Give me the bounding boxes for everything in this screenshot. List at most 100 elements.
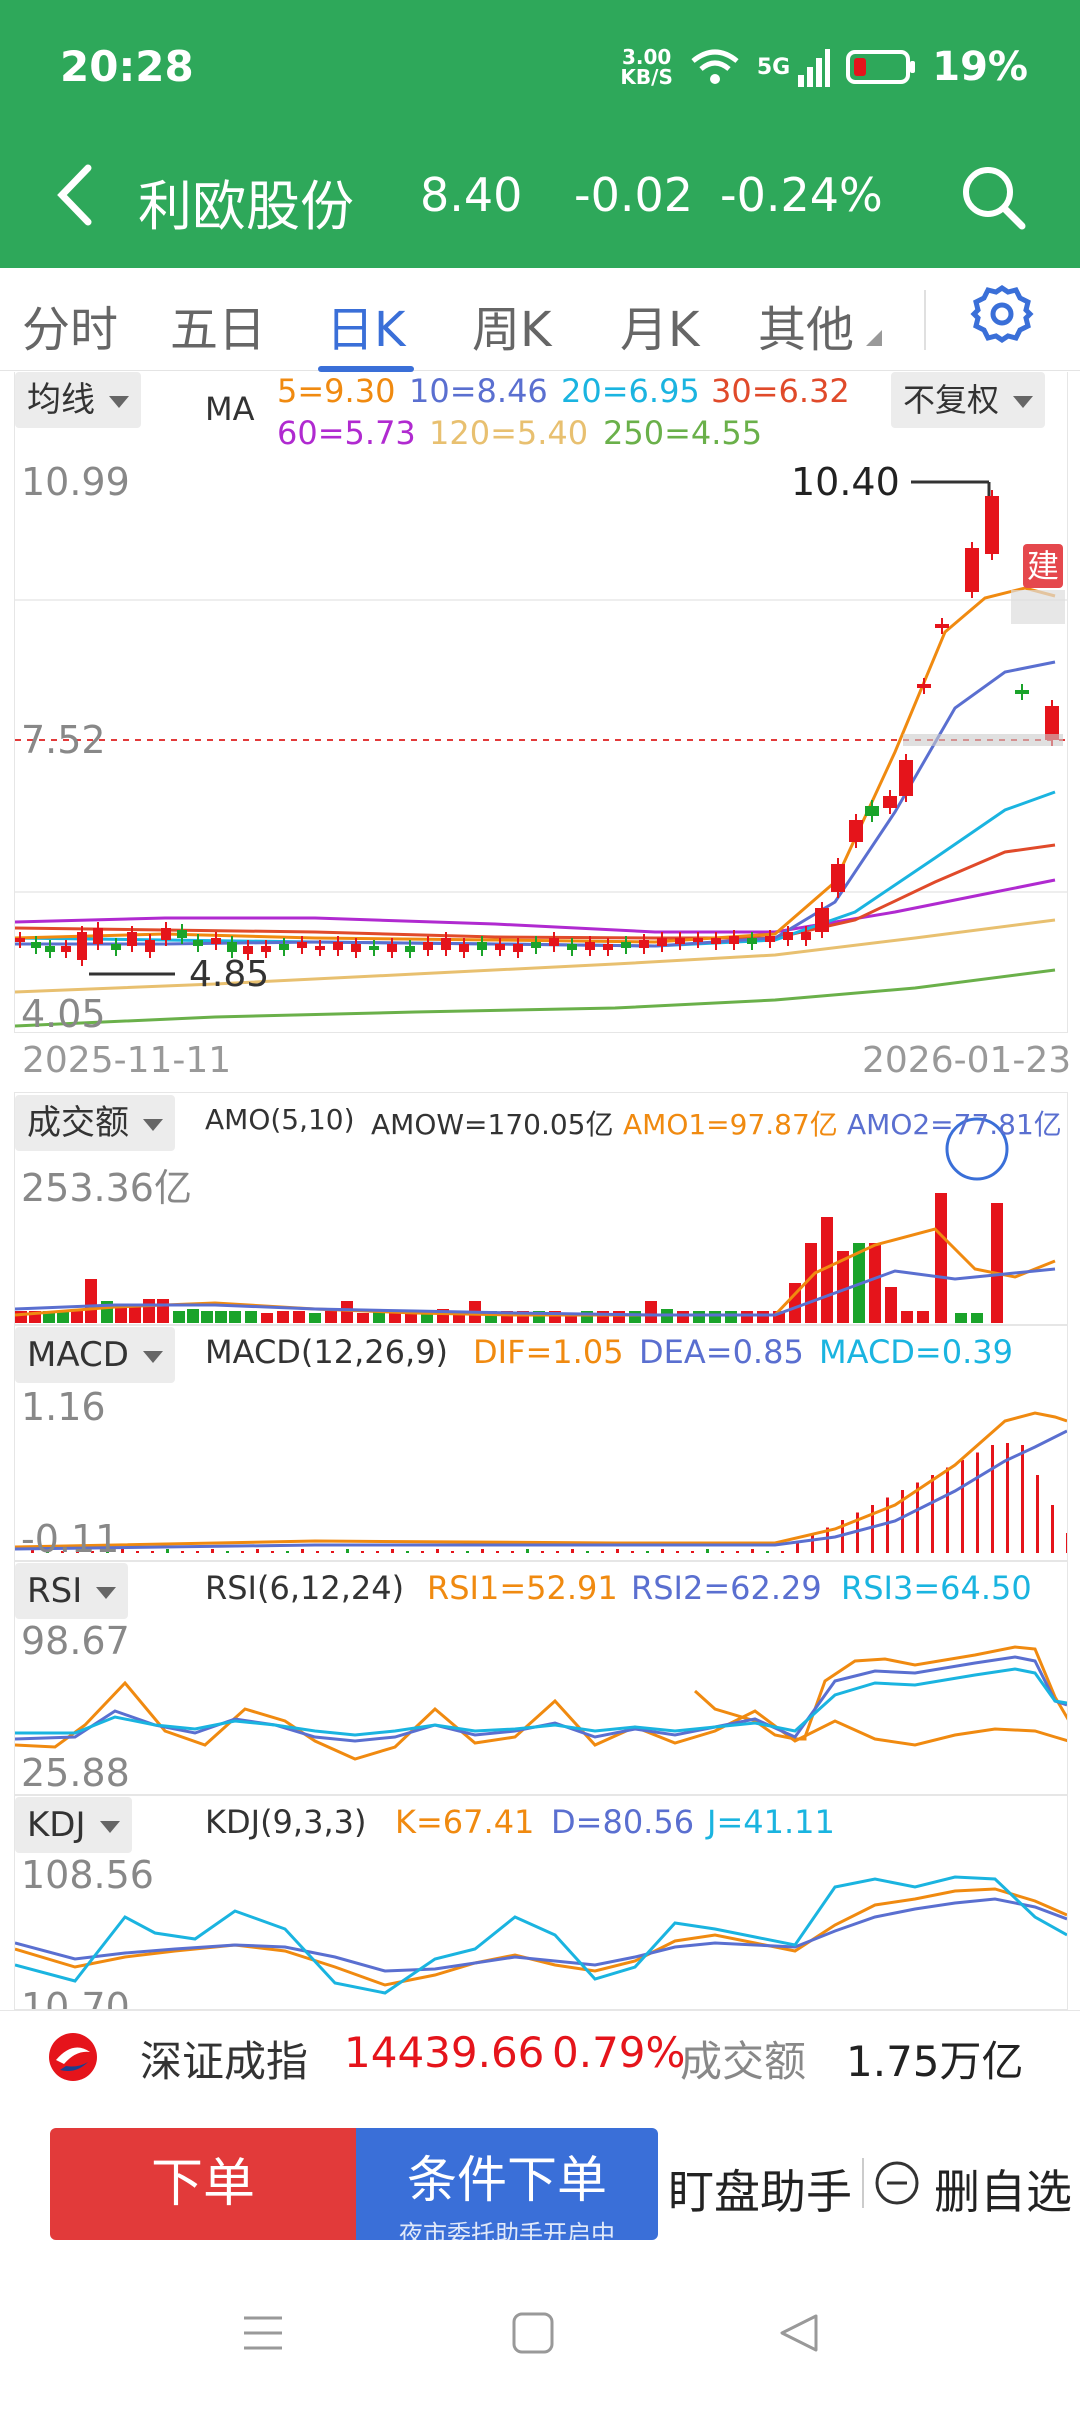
kdj-panel[interactable]: KDJ KDJ(9,3,3) K=67.41 D=80.56 J=41.11 1… [14,1794,1068,2010]
remove-watchlist-button[interactable]: 删自选 [934,2165,1072,2219]
ma60-line [15,878,1056,934]
macd-bar [781,1551,784,1553]
remove-circle-icon[interactable] [874,2160,920,2206]
amount-bar [917,1311,929,1323]
tab-weekly-k[interactable]: 周K [472,302,552,358]
ma20-value: 20=6.95 [561,372,700,410]
candle-body [297,942,307,948]
y-axis-mid: 7.52 [21,718,106,762]
macd-bar [436,1549,439,1553]
candle-body [783,932,793,940]
search-icon[interactable] [956,160,1028,232]
macd-bar [121,1549,124,1553]
amount-y-top: 253.36亿 [21,1166,192,1210]
ma30-value: 30=6.32 [711,372,850,410]
macd-bar [481,1549,484,1553]
kdj-chart [15,1875,1067,1995]
wifi-icon [691,49,739,84]
amount-bar [629,1311,641,1323]
amount-bar [261,1313,273,1323]
macd-value: MACD=0.39 [819,1333,1013,1371]
macd-bar [1021,1445,1024,1553]
macd-y-top: 1.16 [21,1385,106,1429]
rsi2-line [15,1655,1067,1743]
adjust-selector[interactable]: 不复权 [891,372,1046,428]
index-pct: 0.79% [552,2028,686,2077]
amount-selector[interactable]: 成交额 [15,1095,175,1151]
ma-selector[interactable]: 均线 [15,372,141,428]
macd-bar [421,1551,424,1553]
candle-body [985,496,999,554]
candle-body [441,938,451,950]
macd-bar [796,1542,799,1553]
macd-selector[interactable]: MACD [15,1327,175,1383]
home-icon[interactable] [510,2310,556,2356]
candle-body [211,938,221,944]
candle-body [883,796,897,808]
amount-bar [201,1311,213,1323]
macd-bar [226,1551,229,1553]
candle-body [93,928,103,944]
candle-body [935,624,949,628]
rsi-selector[interactable]: RSI [15,1563,129,1619]
amount-bar [173,1311,185,1323]
tab-divider [924,290,926,350]
build-position-badge[interactable]: 建 [1023,544,1063,588]
macd-bar [916,1482,919,1553]
ma5-line [15,586,1056,944]
macd-bar [691,1551,694,1553]
amount-bar [245,1311,257,1323]
status-icons: 3.00 KB/S 5G 19% [620,44,1028,90]
macd-bar [406,1551,409,1553]
candle-body [513,944,523,952]
kdj-selector[interactable]: KDJ [15,1797,132,1853]
candle-body [369,946,379,950]
rsi-y-top: 98.67 [21,1619,130,1663]
back-icon[interactable] [48,160,108,230]
macd-bar [946,1467,949,1553]
order-button[interactable]: 下单 [50,2128,356,2240]
candle-body [227,942,237,952]
gear-icon[interactable] [970,282,1034,346]
candle-body [657,938,667,946]
macd-bar [766,1551,769,1553]
battery-icon [846,50,916,84]
rsi2-value: RSI2=62.29 [631,1569,822,1607]
d-line [15,1897,1067,1973]
candle-body [567,944,577,950]
y-axis-bottom: 4.05 [21,992,106,1036]
macd-bar [616,1549,619,1553]
amount-bar [187,1309,199,1323]
last-price-band [903,734,1063,746]
macd-panel[interactable]: MACD MACD(12,26,9) DIF=1.05 DEA=0.85 MAC… [14,1324,1068,1562]
index-bar[interactable] [0,2010,1080,2106]
macd-bar [241,1551,244,1553]
candle-body [603,944,613,950]
amount-panel[interactable]: 成交额 AMO(5,10) AMOW=170.05亿 AMO1=97.87亿 A… [14,1092,1068,1326]
tab-other[interactable]: 其他 [758,302,855,358]
kline-panel[interactable]: 均线 MA 5=9.30 10=8.46 20=6.95 30=6.32 60=… [14,372,1068,1036]
index-amount-label: 成交额 [680,2037,807,2086]
tab-intraday[interactable]: 分时 [22,302,119,358]
candle-body [333,942,343,950]
tab-monthly-k[interactable]: 月K [620,302,700,358]
macd-bar [1036,1475,1039,1553]
dif-line [15,1411,1067,1549]
watch-helper-button[interactable]: 盯盘助手 [668,2165,852,2219]
amount-bar [215,1311,227,1323]
macd-bar [556,1551,559,1553]
candle-body [77,932,87,960]
amount-bar [613,1311,625,1323]
dea-value: DEA=0.85 [639,1333,804,1371]
back-nav-icon[interactable] [776,2310,822,2356]
tab-five-day[interactable]: 五日 [170,302,267,358]
menu-icon[interactable] [240,2310,286,2356]
conditional-order-button[interactable]: 条件下单 夜市委托助手开启中 [356,2128,658,2248]
macd-chart [15,1411,1067,1553]
amount-bar [229,1311,241,1323]
tab-daily-k[interactable]: 日K [326,302,406,358]
y-axis-top: 10.99 [21,460,130,504]
amount-bar [357,1313,369,1323]
rsi-panel[interactable]: RSI RSI(6,12,24) RSI1=52.91 RSI2=62.29 R… [14,1560,1068,1796]
candle-body [675,938,685,944]
